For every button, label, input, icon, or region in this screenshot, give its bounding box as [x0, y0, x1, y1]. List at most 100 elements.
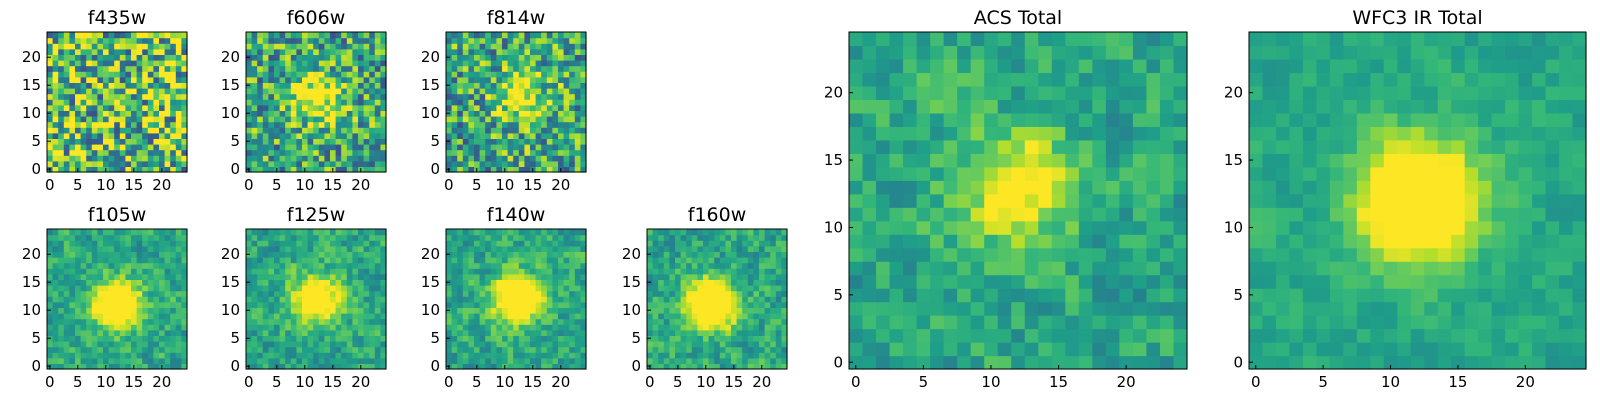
- heatmap-cell: [535, 273, 542, 280]
- heatmap-cell: [903, 355, 918, 370]
- heatmap-cell: [558, 341, 565, 348]
- heatmap-cell: [142, 262, 149, 269]
- heatmap-cell: [175, 82, 182, 89]
- heatmap-cell: [984, 166, 999, 181]
- heatmap-cell: [279, 60, 286, 67]
- heatmap-cell: [285, 116, 292, 123]
- heatmap-cell: [324, 318, 331, 325]
- heatmap-cell: [747, 341, 754, 348]
- heatmap-cell: [75, 346, 82, 353]
- heatmap-cell: [552, 166, 559, 173]
- heatmap-cell: [114, 341, 121, 348]
- heatmap-cell: [330, 132, 337, 139]
- heatmap-cell: [462, 144, 469, 151]
- heatmap-cell: [502, 251, 509, 258]
- heatmap-cell: [335, 324, 342, 331]
- heatmap-cell: [358, 149, 365, 156]
- heatmap-cell: [485, 65, 492, 72]
- heatmap-cell: [114, 251, 121, 258]
- heatmap-cell: [181, 166, 188, 173]
- heatmap-cell: [502, 60, 509, 67]
- heatmap-cell: [507, 318, 514, 325]
- heatmap-cell: [324, 110, 331, 117]
- heatmap-cell: [764, 307, 771, 314]
- heatmap-cell: [380, 43, 387, 50]
- heatmap-cell: [147, 352, 154, 359]
- heatmap-cell: [63, 60, 70, 67]
- heatmap-cell: [686, 229, 693, 236]
- heatmap-cell: [86, 279, 93, 286]
- heatmap-cell: [58, 307, 65, 314]
- heatmap-cell: [563, 285, 570, 292]
- heatmap-cell: [324, 48, 331, 55]
- heatmap-cell: [736, 329, 743, 336]
- heatmap-cell: [558, 346, 565, 353]
- heatmap-cell: [262, 54, 269, 61]
- heatmap-cell: [97, 290, 104, 297]
- heatmap-cell: [691, 240, 698, 247]
- heatmap-cell: [352, 352, 359, 359]
- heatmap-cell: [374, 82, 381, 89]
- x-tick-label: 10: [295, 176, 314, 194]
- heatmap-cell: [63, 262, 70, 269]
- heatmap-cell: [747, 268, 754, 275]
- heatmap-cell: [91, 37, 98, 44]
- heatmap-cell: [457, 251, 464, 258]
- heatmap-cell: [181, 346, 188, 353]
- heatmap-cell: [285, 357, 292, 364]
- heatmap-cell: [541, 329, 548, 336]
- heatmap-cell: [507, 257, 514, 264]
- heatmap-cell: [324, 116, 331, 123]
- heatmap-cell: [147, 160, 154, 167]
- heatmap-cell: [1051, 193, 1066, 208]
- heatmap-cell: [691, 352, 698, 359]
- heatmap-cell: [535, 262, 542, 269]
- heatmap-cell: [274, 71, 281, 78]
- heatmap-cell: [1051, 355, 1066, 370]
- heatmap-cell: [108, 234, 115, 241]
- heatmap-cell: [131, 37, 138, 44]
- heatmap-cell: [652, 285, 659, 292]
- heatmap-cell: [358, 229, 365, 236]
- heatmap-cell: [1051, 261, 1066, 276]
- heatmap-cell: [563, 65, 570, 72]
- heatmap-cell: [52, 245, 59, 252]
- heatmap-cell: [63, 88, 70, 95]
- heatmap-cell: [369, 82, 376, 89]
- heatmap-cell: [457, 166, 464, 173]
- heatmap-cell: [518, 54, 525, 61]
- heatmap-cell: [775, 273, 782, 280]
- heatmap-cell: [330, 352, 337, 359]
- heatmap-cell: [535, 160, 542, 167]
- heatmap-cell: [153, 88, 160, 95]
- heatmap-cell: [563, 268, 570, 275]
- heatmap-cell: [507, 160, 514, 167]
- heatmap-cell: [518, 346, 525, 353]
- heatmap-cell: [513, 43, 520, 50]
- heatmap-cell: [131, 43, 138, 50]
- heatmap-cell: [686, 268, 693, 275]
- heatmap-cell: [462, 240, 469, 247]
- heatmap-cell: [131, 234, 138, 241]
- heatmap-cell: [290, 285, 297, 292]
- heatmap-cell: [1078, 355, 1093, 370]
- heatmap-cell: [91, 240, 98, 247]
- heatmap-cell: [574, 363, 581, 370]
- heatmap-cell: [114, 71, 121, 78]
- heatmap-cell: [943, 355, 958, 370]
- heatmap-cell: [80, 285, 87, 292]
- heatmap-cell: [358, 329, 365, 336]
- heatmap-cell: [451, 285, 458, 292]
- heatmap-cell: [686, 307, 693, 314]
- heatmap-cell: [274, 268, 281, 275]
- heatmap-cell: [159, 240, 166, 247]
- heatmap-cell: [69, 48, 76, 55]
- heatmap-cell: [1159, 274, 1175, 289]
- heatmap-cell: [246, 346, 253, 353]
- heatmap-cell: [313, 346, 320, 353]
- heatmap-cell: [246, 104, 253, 111]
- heatmap-cell: [119, 144, 126, 151]
- heatmap-cell: [257, 352, 264, 359]
- heatmap-cell: [719, 257, 726, 264]
- heatmap-cell: [330, 160, 337, 167]
